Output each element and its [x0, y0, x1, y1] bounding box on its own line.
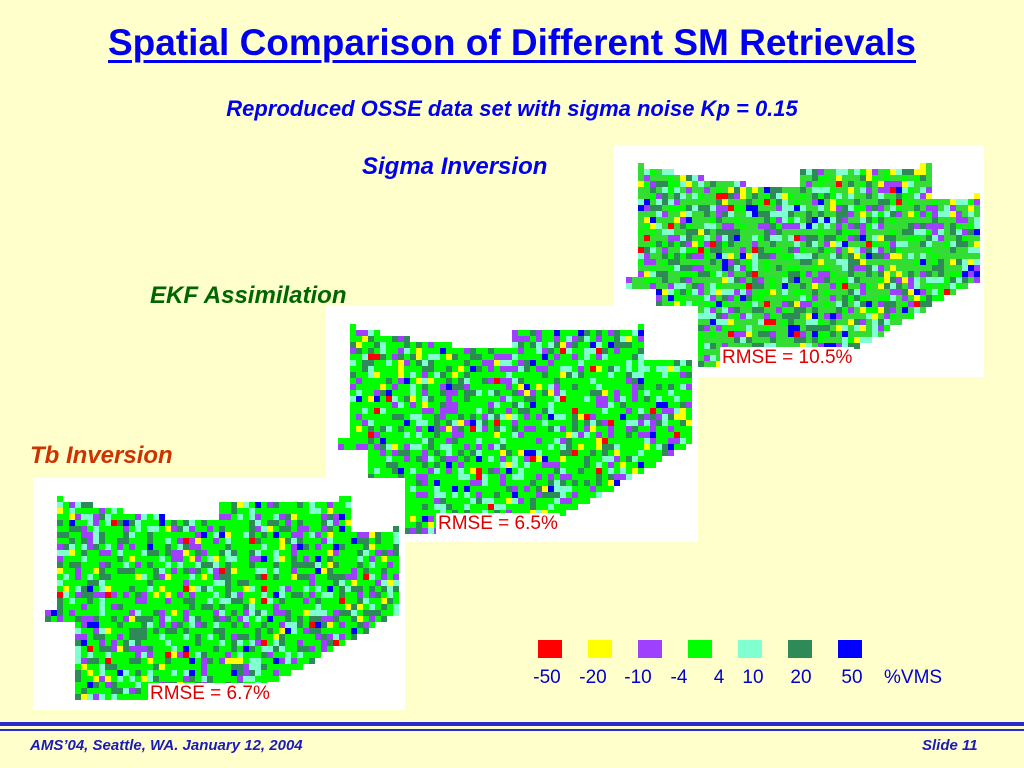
legend-unit: %VMS: [884, 667, 943, 688]
tb-inversion-label: Tb Inversion: [30, 442, 173, 469]
footer-rule-thin: [0, 729, 1024, 731]
legend-swatch-blue: [838, 640, 862, 658]
legend-swatch-seagreen: [788, 640, 812, 658]
footer-slide-number: Slide 11: [922, 737, 978, 754]
legend-label: 10: [742, 667, 764, 688]
legend-label: 50: [841, 667, 863, 688]
sigma-rmse: RMSE = 10.5%: [720, 347, 855, 369]
legend-label: -10: [624, 667, 652, 688]
footer-rule: [0, 722, 1024, 726]
legend-swatch-red: [538, 640, 562, 658]
footer-left-text: AMS’04, Seattle, WA. January 12, 2004: [30, 737, 303, 754]
legend-label: 20: [790, 667, 812, 688]
ekf-rmse: RMSE = 6.5%: [436, 513, 560, 535]
sigma-map-svg: [626, 163, 980, 367]
sigma-inversion-map: [614, 145, 984, 377]
ekf-map-svg: [338, 324, 692, 534]
tb-map-svg: [45, 496, 399, 700]
legend-label: 4: [713, 667, 725, 688]
legend-swatch-green: [688, 640, 712, 658]
slide-subtitle: Reproduced OSSE data set with sigma nois…: [226, 96, 798, 121]
legend-swatch-purple: [638, 640, 662, 658]
legend-swatch-aqua: [738, 640, 762, 658]
legend-swatch-yellow: [588, 640, 612, 658]
slide-title: Spatial Comparison of Different SM Retri…: [107, 22, 916, 63]
legend-label: -50: [533, 667, 561, 688]
legend-label: -20: [579, 667, 607, 688]
sigma-inversion-label: Sigma Inversion: [362, 153, 548, 180]
tb-rmse: RMSE = 6.7%: [148, 683, 272, 705]
tb-inversion-map: [33, 478, 405, 710]
ekf-assimilation-label: EKF Assimilation: [150, 282, 347, 309]
legend-label: -4: [670, 667, 688, 688]
